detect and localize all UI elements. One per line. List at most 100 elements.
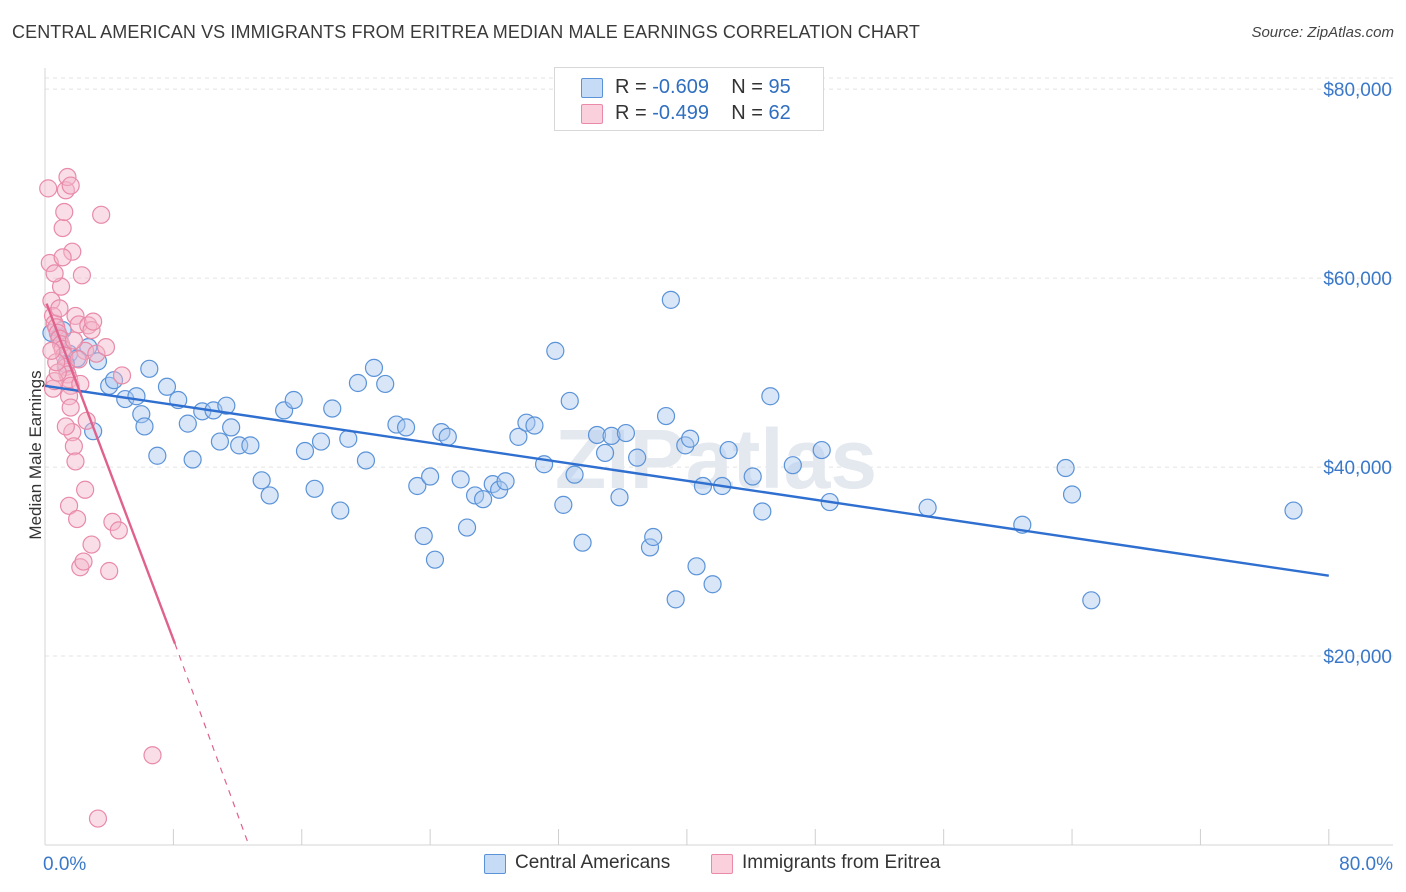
- eritrea-point: [50, 299, 69, 318]
- central-american-point: [693, 476, 713, 496]
- central-american-point: [565, 465, 584, 484]
- central-american-point: [1056, 458, 1075, 478]
- central-american-point: [496, 472, 515, 491]
- n-value: 62: [768, 102, 791, 124]
- chart-title: CENTRAL AMERICAN VS IMMIGRANTS FROM ERIT…: [12, 22, 920, 42]
- eritrea-point: [61, 398, 80, 417]
- central-american-point: [210, 432, 230, 451]
- central-american-point: [812, 440, 831, 460]
- central-american-point: [425, 550, 445, 569]
- y-tick-label: $60,000: [1323, 269, 1392, 290]
- central-american-point: [376, 374, 395, 394]
- central-american-point: [217, 396, 236, 415]
- central-american-point: [348, 373, 368, 393]
- eritrea-trend-line: [45, 303, 177, 645]
- central-american-point: [573, 533, 592, 552]
- central-american-point: [421, 467, 440, 486]
- eritrea-points: [39, 167, 162, 828]
- central-american-point: [587, 425, 607, 445]
- central-american-point: [560, 391, 579, 411]
- y-axis-label: Median Male Earnings: [26, 370, 45, 540]
- central-americans-points: [42, 290, 1303, 610]
- central-american-point: [339, 429, 358, 448]
- central-american-point: [525, 416, 544, 435]
- legend-label: Immigrants from Eritrea: [742, 852, 941, 873]
- eritrea-point: [82, 535, 101, 554]
- eritrea-point: [112, 366, 132, 385]
- central-american-point: [284, 390, 303, 410]
- eritrea-point: [55, 202, 74, 222]
- central-american-point: [311, 432, 331, 451]
- central-american-point: [451, 470, 470, 489]
- central-american-point: [610, 488, 629, 507]
- central-american-point: [140, 359, 159, 378]
- central-american-point: [88, 352, 108, 371]
- central-american-point: [222, 418, 241, 437]
- eritrea-point: [64, 437, 83, 456]
- source-credit: Source: ZipAtlas.com: [1251, 24, 1394, 41]
- central-american-point: [666, 590, 685, 609]
- n-label: N =: [731, 102, 769, 124]
- central-american-point: [135, 417, 154, 436]
- central-american-point: [331, 501, 350, 520]
- eritrea-point: [69, 350, 88, 369]
- tick-labels: $20,000 $40,000 $60,000 $80,000 0.0% 80.0%: [43, 80, 1393, 875]
- central-american-point: [364, 358, 384, 377]
- central-american-point: [602, 426, 621, 446]
- central-american-point: [183, 450, 202, 469]
- central-american-point: [661, 290, 680, 309]
- central-american-point: [628, 448, 647, 467]
- legend-swatch-pink: [711, 854, 733, 874]
- eritrea-point: [109, 521, 128, 540]
- central-american-point: [509, 427, 528, 446]
- central-american-point: [127, 387, 146, 406]
- eritrea-point: [53, 248, 72, 267]
- r-value: -0.609: [652, 76, 709, 98]
- central-american-point: [546, 341, 565, 360]
- central-american-point: [644, 527, 663, 547]
- central-american-point: [1284, 501, 1303, 520]
- central-american-point: [783, 456, 802, 475]
- eritrea-point: [71, 558, 90, 577]
- eritrea-point: [72, 266, 92, 285]
- eritrea-point: [53, 218, 72, 238]
- r-label: R =: [615, 76, 653, 98]
- series-legend: Central Americans Immigrants from Eritre…: [0, 852, 1406, 876]
- central-american-point: [703, 575, 722, 594]
- axes: [44, 68, 1393, 846]
- central-american-point: [687, 557, 706, 576]
- central-american-point: [157, 377, 177, 396]
- central-american-point: [656, 406, 676, 426]
- central-american-point: [323, 399, 342, 418]
- eritrea-point: [143, 746, 162, 765]
- legend-swatch-pink: [581, 104, 603, 124]
- eritrea-point: [84, 312, 103, 331]
- central-american-point: [753, 502, 772, 521]
- central-american-point: [719, 440, 738, 460]
- eritrea-point: [87, 344, 106, 363]
- central-american-point: [252, 471, 271, 490]
- eritrea-point: [59, 387, 79, 406]
- eritrea-point: [39, 179, 58, 198]
- r-label: R =: [615, 102, 653, 124]
- central-american-point: [554, 495, 573, 514]
- eritrea-point: [88, 809, 108, 828]
- central-american-point: [396, 418, 416, 437]
- central-american-point: [457, 518, 477, 537]
- central-american-point: [640, 538, 660, 557]
- central-american-point: [918, 498, 937, 517]
- n-label: N =: [731, 76, 769, 98]
- y-tick-label: $80,000: [1323, 80, 1392, 101]
- central-american-point: [148, 446, 167, 465]
- eritrea-point: [42, 341, 61, 360]
- eritrea-point: [76, 480, 95, 499]
- eritrea-point: [59, 496, 79, 515]
- correlation-legend: R = -0.609 N = 95 R = -0.499 N = 62: [554, 67, 824, 131]
- eritrea-point: [92, 205, 111, 224]
- central-american-point: [305, 479, 324, 498]
- eritrea-point: [45, 264, 64, 283]
- trend-lines: [44, 303, 1329, 846]
- central-american-point: [414, 526, 433, 546]
- eritrea-trend-extension: [174, 643, 250, 846]
- central-american-point: [356, 451, 376, 470]
